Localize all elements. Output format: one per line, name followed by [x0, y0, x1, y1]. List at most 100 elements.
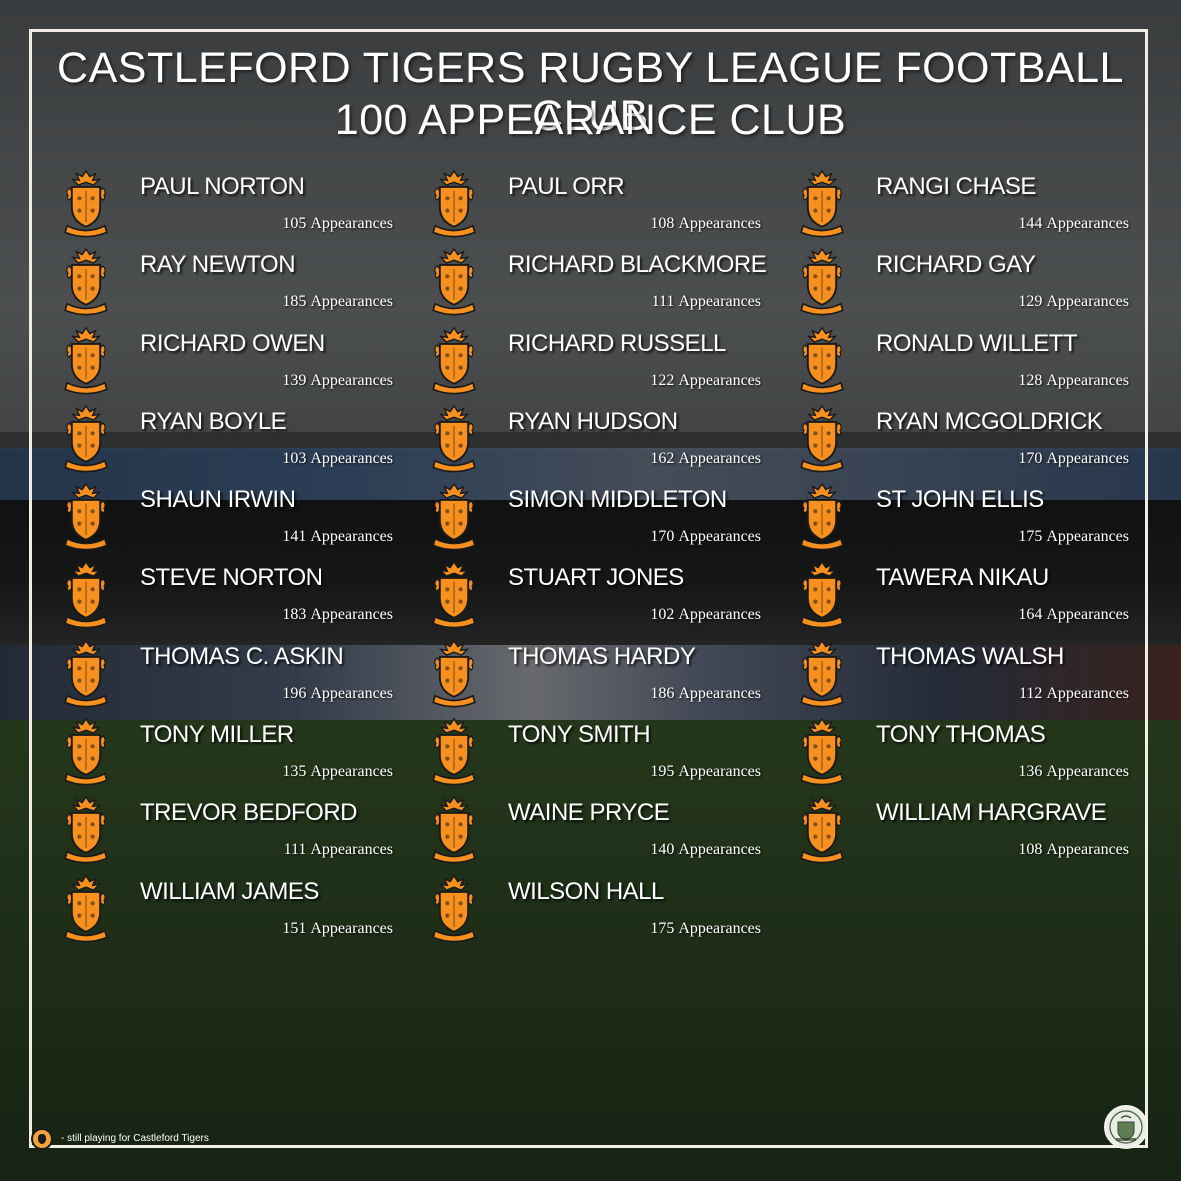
player-appearances: 185 Appearances — [282, 293, 393, 311]
player-name: WILLIAM HARGRAVE — [876, 799, 1107, 827]
player-entry: RICHARD OWEN 139 Appearances — [62, 322, 402, 400]
current-player-badge-icon — [31, 1128, 53, 1150]
legend-text: - still playing for Castleford Tigers — [61, 1133, 209, 1144]
player-name: TONY THOMAS — [876, 721, 1046, 749]
player-name: PAUL NORTON — [140, 173, 305, 200]
border-frame — [29, 29, 1148, 1148]
player-name: ST JOHN ELLIS — [876, 486, 1044, 514]
advertising-hoardings-upper — [0, 448, 1181, 500]
player-name: TREVOR BEDFORD — [140, 799, 358, 827]
player-entry: THOMAS C. ASKIN 196 Appearances — [62, 635, 402, 713]
player-appearances: 164 Appearances — [1018, 606, 1129, 624]
player-column-2: PAUL ORR 108 Appearances RICHARD BLACKMOR… — [430, 165, 770, 948]
player-name: THOMAS HARDY — [508, 642, 696, 670]
player-entry: RICHARD BLACKMORE 111 Appearances — [430, 243, 770, 321]
player-appearances: 102 Appearances — [650, 606, 761, 624]
player-name: STUART JONES — [508, 564, 684, 592]
player-column-1: PAUL NORTON 105 Appearances RAY NEWTON 18… — [62, 165, 402, 948]
player-name: RYAN BOYLE — [140, 407, 287, 435]
player-appearances: 162 Appearances — [650, 449, 761, 467]
player-name: RICHARD BLACKMORE — [508, 251, 767, 279]
player-name: TAWERA NIKAU — [876, 564, 1049, 592]
player-entry: STUART JONES 102 Appearances — [430, 556, 770, 634]
player-appearances: 186 Appearances — [650, 684, 761, 702]
player-entry: RANGI CHASE 144 Appearances — [798, 165, 1138, 243]
player-name: RONALD WILLETT — [876, 329, 1078, 357]
player-entry: RYAN BOYLE 103 Appearances — [62, 400, 402, 478]
player-entry: PAUL NORTON 105 Appearances — [62, 165, 402, 243]
player-entry: RICHARD GAY 129 Appearances — [798, 243, 1138, 321]
player-appearances: 140 Appearances — [650, 841, 761, 859]
player-appearances: 183 Appearances — [282, 606, 393, 624]
player-entry: PAUL ORR 108 Appearances — [430, 165, 770, 243]
pitch-grass — [0, 720, 1181, 1181]
player-entry: TONY THOMAS 136 Appearances — [798, 713, 1138, 791]
player-name: RICHARD GAY — [876, 251, 1036, 279]
player-appearances: 175 Appearances — [1018, 528, 1129, 546]
player-appearances: 112 Appearances — [1018, 684, 1129, 702]
player-name: RYAN HUDSON — [508, 407, 678, 435]
player-entry: RICHARD RUSSELL 122 Appearances — [430, 322, 770, 400]
player-appearances: 108 Appearances — [650, 215, 761, 232]
player-appearances: 108 Appearances — [1018, 841, 1129, 859]
player-name: RAY NEWTON — [140, 251, 296, 279]
player-appearances: 128 Appearances — [1018, 371, 1129, 389]
player-appearances: 105 Appearances — [282, 215, 393, 232]
player-appearances: 136 Appearances — [1018, 763, 1129, 781]
stand-seating — [0, 500, 1181, 645]
player-entry: WAINE PRYCE 140 Appearances — [430, 791, 770, 869]
page-title: CASTLEFORD TIGERS RUGBY LEAGUE FOOTBALL … — [57, 44, 1124, 140]
advertising-hoardings-lower — [0, 645, 1181, 720]
player-entry: SIMON MIDDLETON 170 Appearances — [430, 478, 770, 556]
player-name: THOMAS WALSH — [876, 642, 1064, 670]
player-name: PAUL ORR — [508, 173, 625, 200]
player-entry: TONY SMITH 195 Appearances — [430, 713, 770, 791]
player-appearances: 122 Appearances — [650, 371, 761, 389]
player-column-3: RANGI CHASE 144 Appearances RICHARD GAY 1… — [798, 165, 1138, 870]
player-entry: RAY NEWTON 185 Appearances — [62, 243, 402, 321]
player-appearances: 196 Appearances — [282, 684, 393, 702]
player-entry: RONALD WILLETT 128 Appearances — [798, 322, 1138, 400]
sky-area — [0, 0, 1181, 440]
player-appearances: 141 Appearances — [282, 528, 393, 546]
player-appearances: 129 Appearances — [1018, 293, 1129, 311]
player-appearances: 151 Appearances — [282, 919, 393, 937]
player-entry: RYAN MCGOLDRICK 170 Appearances — [798, 400, 1138, 478]
player-name: RICHARD RUSSELL — [508, 329, 726, 357]
player-appearances: 170 Appearances — [1018, 449, 1129, 467]
player-name: RICHARD OWEN — [140, 329, 325, 357]
player-entry: STEVE NORTON 183 Appearances — [62, 556, 402, 634]
player-appearances: 139 Appearances — [282, 371, 393, 389]
player-appearances: 111 Appearances — [651, 293, 761, 311]
player-entry: RYAN HUDSON 162 Appearances — [430, 400, 770, 478]
player-entry: THOMAS WALSH 112 Appearances — [798, 635, 1138, 713]
player-name: WILLIAM JAMES — [140, 877, 319, 905]
player-name: THOMAS C. ASKIN — [140, 642, 344, 670]
heritage-crest-icon — [1103, 1104, 1149, 1150]
player-appearances: 170 Appearances — [650, 528, 761, 546]
player-entry: TAWERA NIKAU 164 Appearances — [798, 556, 1138, 634]
player-name: RANGI CHASE — [876, 173, 1036, 200]
player-appearances: 103 Appearances — [282, 449, 393, 467]
player-name: TONY MILLER — [140, 721, 294, 749]
player-entry: TREVOR BEDFORD 111 Appearances — [62, 791, 402, 869]
player-appearances: 135 Appearances — [282, 763, 393, 781]
player-name: SHAUN IRWIN — [140, 486, 296, 514]
player-name: WAINE PRYCE — [508, 799, 670, 827]
player-name: TONY SMITH — [508, 721, 651, 749]
page-subtitle: 100 APPEARANCE CLUB — [334, 96, 847, 144]
player-appearances: 144 Appearances — [1018, 215, 1129, 232]
player-entry: ST JOHN ELLIS 175 Appearances — [798, 478, 1138, 556]
player-entry: WILSON HALL 175 Appearances — [430, 870, 770, 948]
player-entry: WILLIAM JAMES 151 Appearances — [62, 870, 402, 948]
player-name: WILSON HALL — [508, 877, 664, 905]
player-name: SIMON MIDDLETON — [508, 486, 727, 514]
player-entry: TONY MILLER 135 Appearances — [62, 713, 402, 791]
player-appearances: 175 Appearances — [650, 919, 761, 937]
player-name: STEVE NORTON — [140, 564, 323, 592]
player-appearances: 195 Appearances — [650, 763, 761, 781]
player-entry: WILLIAM HARGRAVE 108 Appearances — [798, 791, 1138, 869]
stand-roof — [0, 432, 1181, 450]
